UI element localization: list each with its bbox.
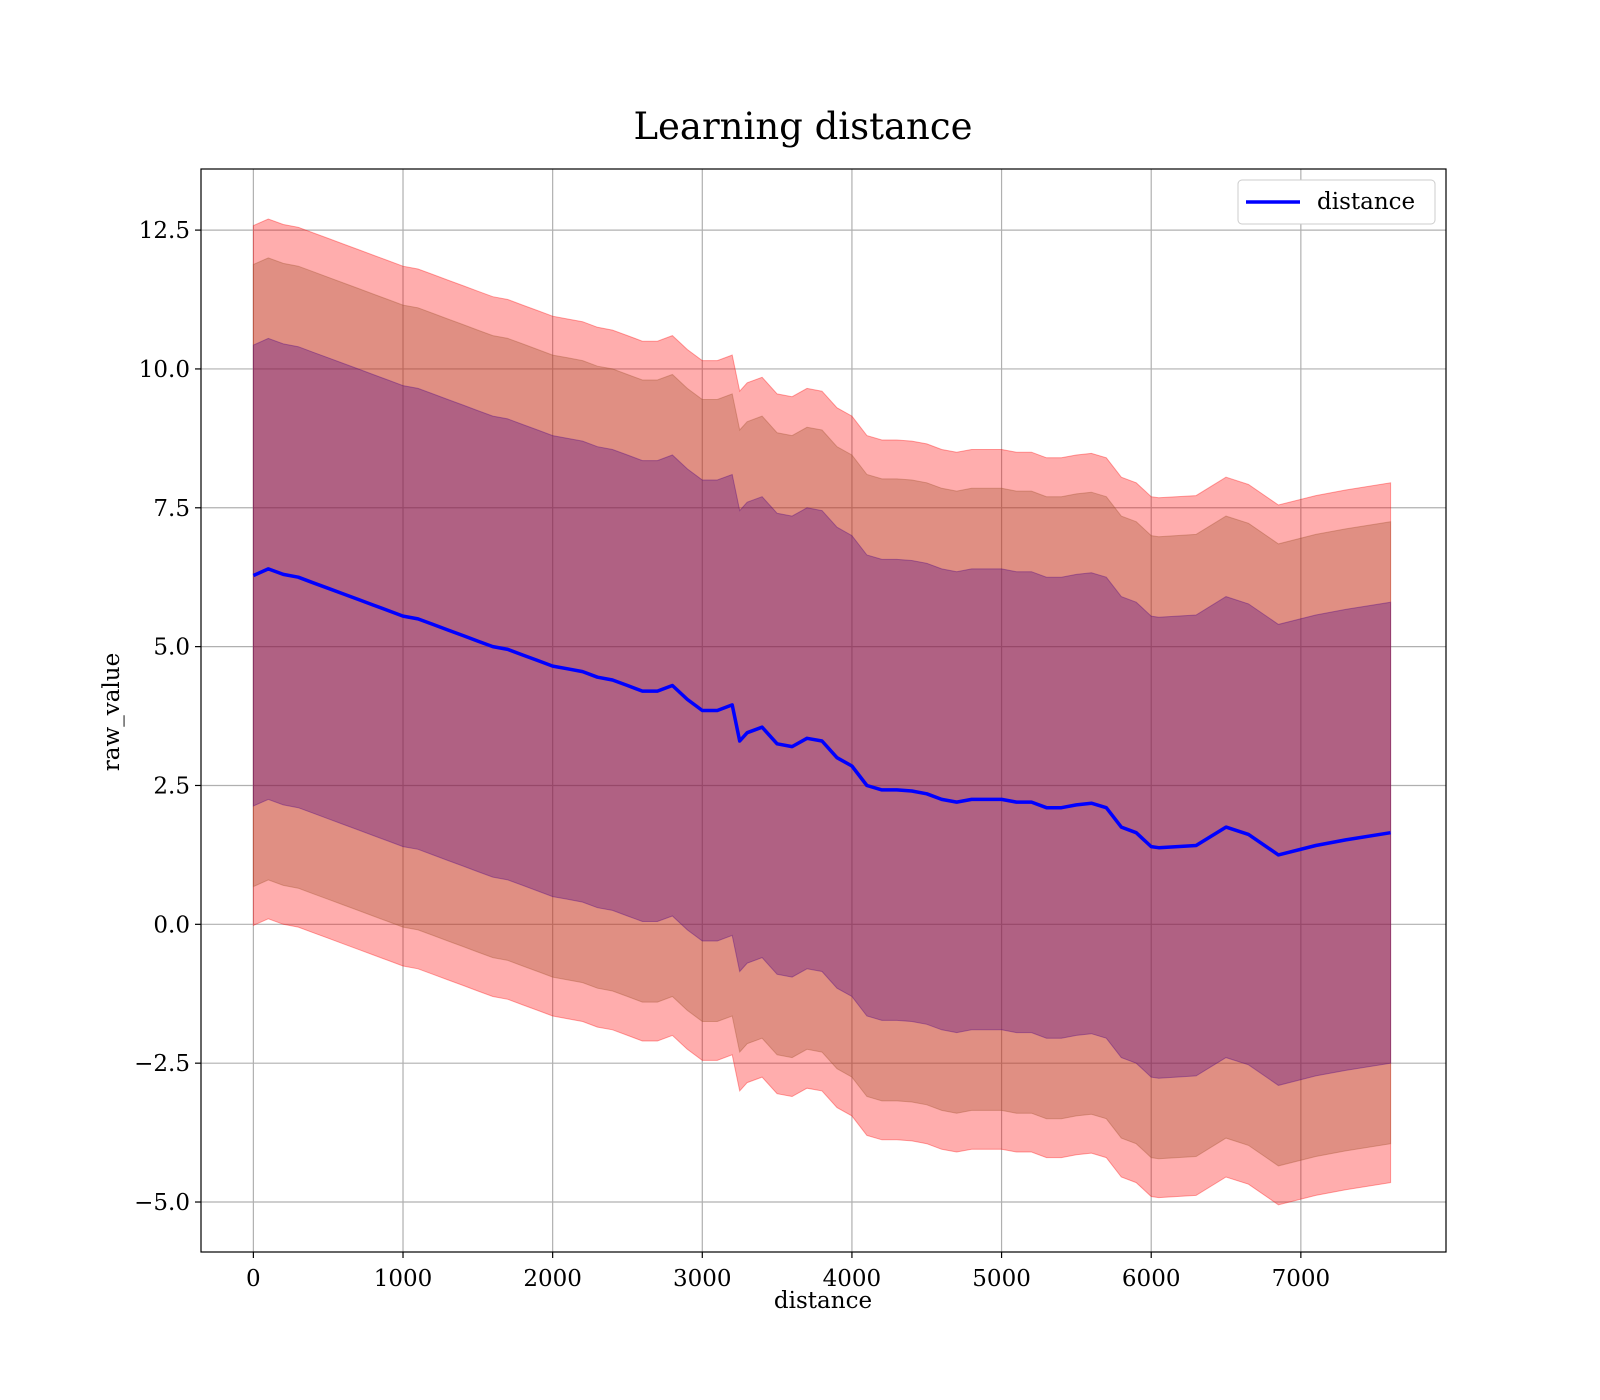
x-tick-label-4: 4000 [823, 1266, 882, 1292]
x-axis-label: distance [774, 1288, 872, 1314]
x-tick-label-0: 0 [246, 1266, 261, 1292]
y-tick-label-0: −5.0 [134, 1190, 190, 1216]
y-ticks: −5.0 −2.5 0.0 2.5 5.0 7.5 10.0 12.5 [134, 218, 201, 1216]
x-tick-label-7: 7000 [1272, 1266, 1331, 1292]
legend: distance [1237, 179, 1436, 225]
y-tick-label-3: 2.5 [153, 773, 190, 799]
x-tick-label-6: 6000 [1122, 1266, 1181, 1292]
x-tick-label-5: 5000 [972, 1266, 1031, 1292]
x-ticks: 0 1000 2000 3000 4000 5000 6000 7000 [246, 1252, 1330, 1292]
series-line-distance [252, 567, 1391, 857]
band-middle [252, 257, 1392, 1167]
x-tick-label-1: 1000 [374, 1266, 433, 1292]
chart-title: Learning distance [633, 105, 972, 148]
y-tick-label-6: 10.0 [139, 357, 190, 383]
plot-frame [200, 168, 1447, 1253]
y-axis-label: raw_value [99, 653, 125, 771]
legend-frame [1237, 179, 1436, 225]
y-tick-label-5: 7.5 [153, 496, 190, 522]
y-tick-label-4: 5.0 [153, 635, 190, 661]
y-tick-label-7: 12.5 [139, 218, 190, 244]
y-tick-label-1: −2.5 [134, 1051, 190, 1077]
x-tick-label-2: 2000 [523, 1266, 582, 1292]
y-tick-label-2: 0.0 [153, 912, 190, 938]
grid [201, 169, 1446, 1252]
band-outer [252, 218, 1392, 1206]
legend-label-distance: distance [1317, 189, 1415, 215]
bands [252, 218, 1392, 1206]
x-tick-label-3: 3000 [673, 1266, 732, 1292]
band-inner [252, 337, 1392, 1086]
series-lines [252, 567, 1391, 857]
